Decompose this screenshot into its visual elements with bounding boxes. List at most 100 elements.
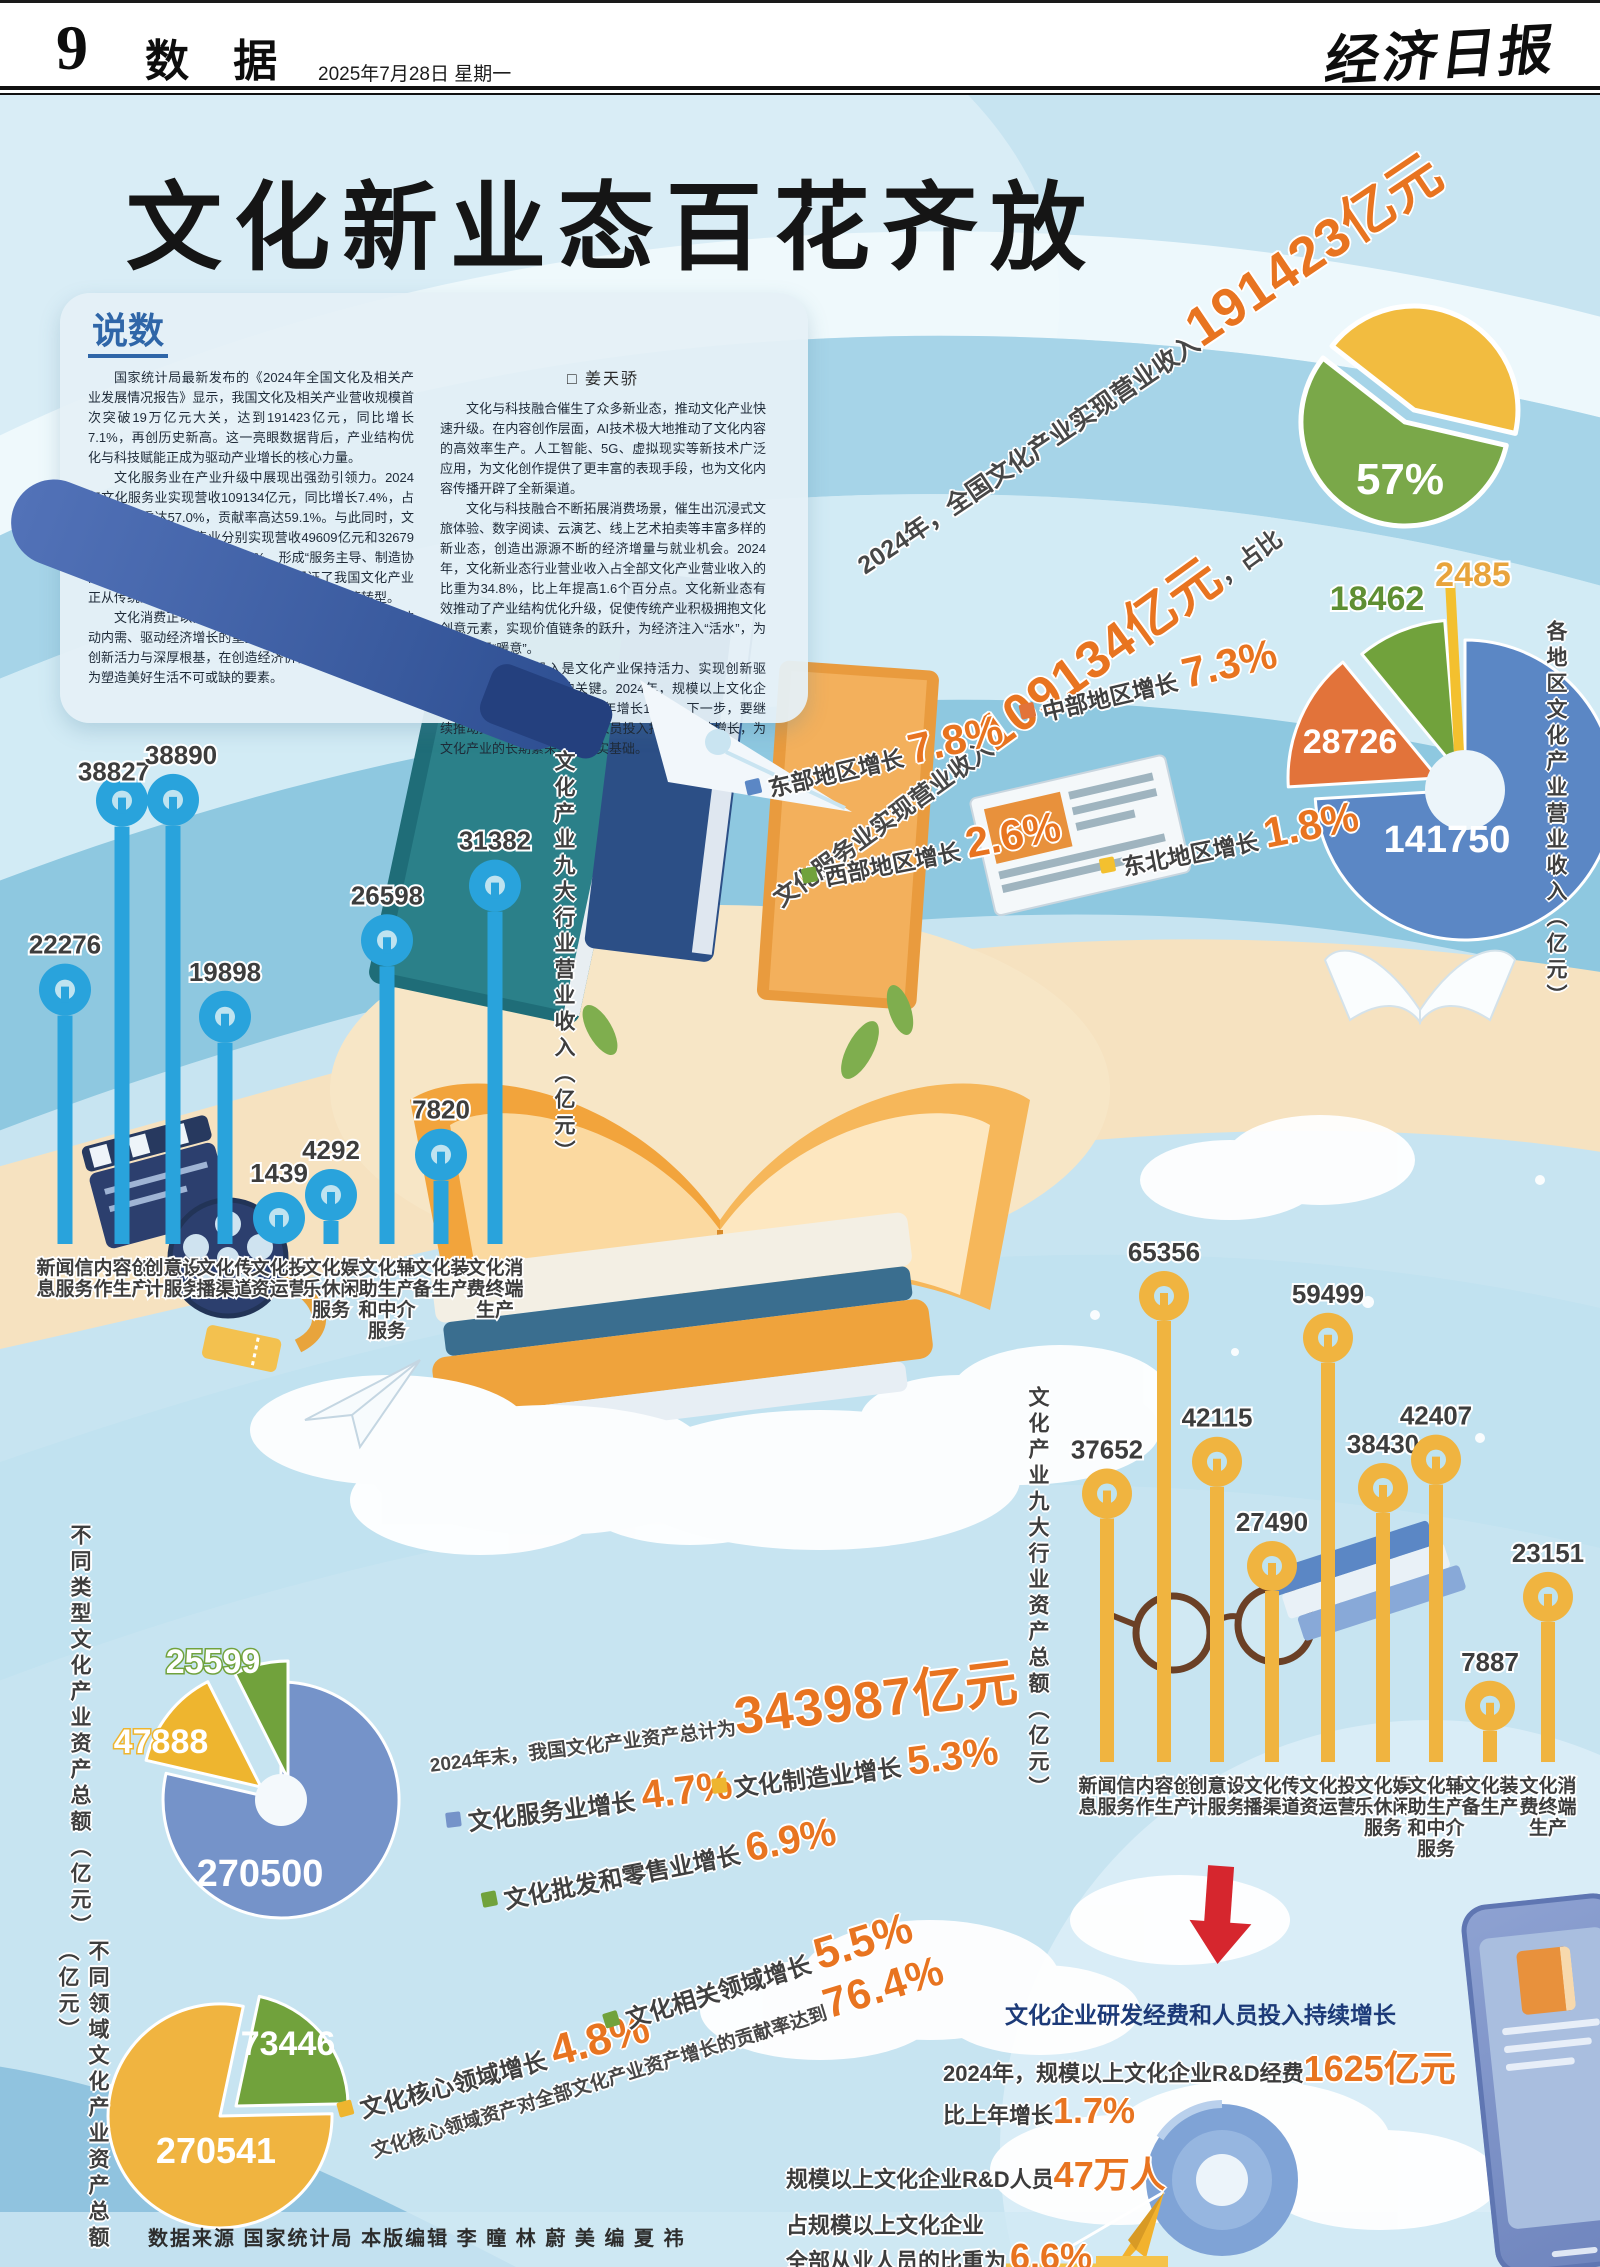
svg-text:文化娱: 文化娱 (302, 1256, 360, 1279)
core-domain-square (336, 2098, 355, 2118)
central-square (1018, 701, 1037, 720)
svg-text:备生产: 备生产 (1460, 1795, 1518, 1818)
svg-text:47888: 47888 (114, 1723, 209, 1761)
assets-by-domain-pie-chart: 73446 270541 (106, 1994, 350, 2230)
svg-text:播渠道: 播渠道 (196, 1277, 253, 1300)
rnd-staff-value: 47万人 (1053, 2154, 1166, 2195)
rnd-budget-line: 2024年，规模以上文化企业R&D经费 1625亿元 (943, 2040, 1456, 2092)
manufacturing-square (711, 1777, 728, 1794)
svg-text:和中介: 和中介 (358, 1298, 416, 1321)
assets-by-domain-title: 不同领域文化产业资产总额（亿元） (56, 1940, 109, 2252)
svg-text:作生产: 作生产 (93, 1277, 150, 1300)
phone-text-line (1505, 2057, 1576, 2072)
rnd-share-prefix-2: 全部从业人员的比重为 (786, 2249, 1007, 2267)
svg-text:27490: 27490 (1236, 1507, 1308, 1537)
svg-text:生产: 生产 (476, 1298, 514, 1321)
wholesale-square (480, 1890, 499, 1908)
paper-plane-icon (304, 1359, 421, 1450)
page-title: 文化新业态百花齐放 (126, 175, 1098, 282)
masthead-logo: 经济日报 (1321, 19, 1561, 93)
svg-text:59499: 59499 (1292, 1279, 1364, 1309)
newspaper-icon (969, 754, 1191, 917)
article-box: 说数 国家统计局最新发布的《2024年全国文化及相关产业发展情况报告》显示，我国… (60, 293, 808, 756)
svg-text:270541: 270541 (156, 2130, 276, 2171)
svg-text:新闻信: 新闻信 (36, 1256, 93, 1279)
regional-chart-title: 各地区文化产业营业收入（亿元） (1544, 620, 1567, 1010)
svg-text:7887: 7887 (1461, 1647, 1519, 1677)
header-rule-thick (0, 86, 1600, 90)
rnd-share-prefix-1: 占规模以上文化企业 (786, 2213, 985, 2238)
svg-text:创意设: 创意设 (143, 1256, 201, 1279)
svg-text:播渠道: 播渠道 (1243, 1795, 1300, 1818)
rnd-growth-value: 1.7% (1053, 2090, 1136, 2131)
regional-revenue-donut-chart: 141750 28726 18462 2485 (1286, 554, 1600, 942)
svg-text:25599: 25599 (166, 1643, 261, 1681)
svg-text:4292: 4292 (302, 1135, 360, 1165)
page-header: 9 数 据 2025年7月28日 星期一 经济日报 (0, 0, 1600, 95)
svg-text:费终端: 费终端 (1519, 1795, 1576, 1818)
svg-text:乐休闲: 乐休闲 (302, 1277, 359, 1300)
industry-assets-title: 文化产业九大行业资产总额（亿元） (1026, 1386, 1049, 1802)
rnd-growth-prefix: 比上年增长 (943, 2103, 1054, 2128)
svg-text:文化辅: 文化辅 (1407, 1774, 1464, 1797)
svg-text:资运营: 资运营 (250, 1277, 307, 1300)
svg-text:42407: 42407 (1400, 1401, 1472, 1431)
svg-text:服务: 服务 (368, 1319, 407, 1342)
page-number: 9 (56, 12, 88, 83)
svg-text:73446: 73446 (241, 2025, 336, 2063)
rnd-staff-prefix: 规模以上文化企业R&D人员 (786, 2167, 1054, 2192)
svg-text:文化娱: 文化娱 (1354, 1774, 1412, 1797)
service-type-square (445, 1811, 462, 1828)
rnd-budget-prefix: 2024年，规模以上文化企业R&D经费 (943, 2061, 1304, 2086)
industry-revenue-title: 文化产业九大行业营业收入（亿元） (552, 750, 575, 1166)
svg-text:38430: 38430 (1347, 1429, 1419, 1459)
svg-text:文化装: 文化装 (412, 1256, 469, 1279)
svg-text:内容创: 内容创 (1135, 1774, 1192, 1797)
svg-text:22276: 22276 (29, 930, 101, 960)
svg-text:26598: 26598 (351, 880, 423, 910)
rnd-share-line-1: 占规模以上文化企业 (786, 2208, 984, 2240)
west-square (800, 865, 819, 884)
rnd-share-underline (1096, 2256, 1169, 2267)
article-box-title: 说数 (88, 313, 169, 358)
rnd-share-line-2: 全部从业人员的比重为 6.6% (786, 2236, 1169, 2267)
svg-text:141750: 141750 (1384, 819, 1511, 861)
svg-text:270500: 270500 (197, 1853, 324, 1895)
open-book-icon (1323, 949, 1517, 1025)
assets-by-type-title: 不同类型文化产业资产总额（亿元） (68, 1524, 91, 1940)
svg-text:文化投: 文化投 (1299, 1774, 1356, 1797)
svg-text:作生产: 作生产 (1135, 1795, 1192, 1818)
rnd-heading: 文化企业研发经费和人员投入持续增长 (1005, 2002, 1396, 2028)
phone-book-icon (1515, 1945, 1577, 2016)
article-byline: □ 姜天骄 (566, 371, 640, 388)
svg-text:1439: 1439 (250, 1158, 308, 1188)
assets-by-type-pie-chart: 25599 47888 270500 (112, 1642, 401, 1920)
svg-text:资运营: 资运营 (1299, 1795, 1356, 1818)
svg-text:2485: 2485 (1435, 556, 1511, 594)
phone-text-line (1503, 2037, 1593, 2054)
svg-text:和中介: 和中介 (1407, 1816, 1465, 1839)
related-domain-square (601, 2009, 621, 2029)
svg-text:服务: 服务 (312, 1298, 351, 1321)
credits-line: 数据来源 国家统计局 本版编辑 李 瞳 林 蔚 美 编 夏 祎 (148, 2228, 686, 2250)
section-name: 数 据 (145, 37, 294, 86)
svg-text:助生产: 助生产 (358, 1277, 415, 1300)
svg-text:文化传: 文化传 (196, 1256, 253, 1279)
rnd-budget-value: 1625亿元 (1303, 2048, 1456, 2089)
svg-text:18462: 18462 (1330, 580, 1425, 618)
svg-text:生产: 生产 (1529, 1816, 1567, 1839)
svg-text:文化消: 文化消 (466, 1256, 523, 1279)
svg-text:28726: 28726 (1303, 723, 1398, 761)
svg-text:38827: 38827 (78, 757, 150, 787)
svg-text:31382: 31382 (459, 826, 531, 856)
svg-text:息服务: 息服务 (1078, 1795, 1136, 1818)
books-illustration (250, 571, 1160, 1550)
svg-text:文化辅: 文化辅 (358, 1256, 415, 1279)
svg-text:19898: 19898 (189, 957, 261, 987)
svg-text:计服务: 计服务 (1188, 1795, 1246, 1818)
svg-text:息服务: 息服务 (36, 1277, 94, 1300)
svg-text:创意设: 创意设 (1187, 1774, 1245, 1797)
header-rule-thin (0, 93, 1600, 95)
